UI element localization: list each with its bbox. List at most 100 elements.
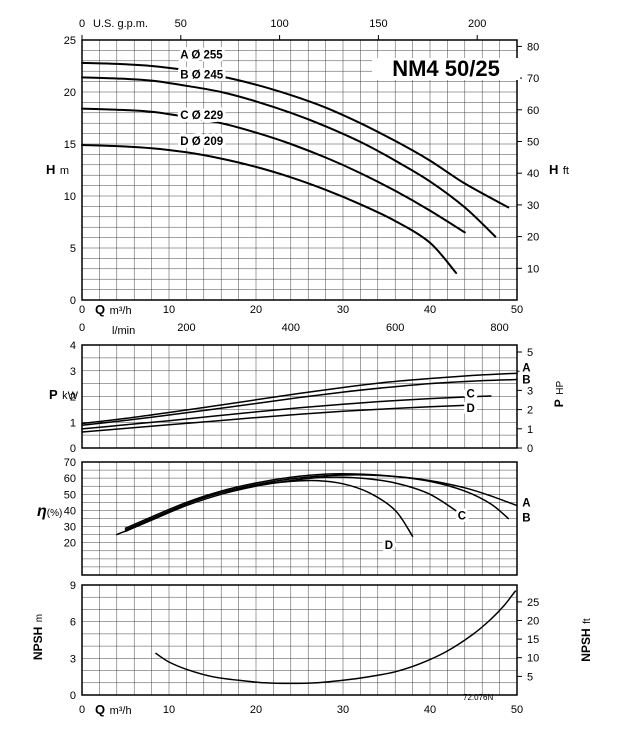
gpm-tick-label: 50 [175, 18, 187, 30]
y-tick-label: 50 [64, 489, 76, 501]
m3h-tick-label: 20 [250, 304, 262, 316]
y2-tick-label: 1 [527, 424, 533, 436]
curve-label-B: B [522, 375, 530, 387]
y2-tick-label: 5 [527, 671, 533, 683]
y-tick-label: 6 [70, 617, 76, 629]
curve-D [81, 144, 458, 274]
power-hp-unit: HP [555, 380, 566, 395]
lmin-tick-label: 0 [79, 322, 85, 334]
curve-label-B: B [522, 513, 530, 525]
gpm-tick-label: 150 [369, 18, 387, 30]
npsh-m-axis-label: NPSH m [30, 602, 46, 672]
head-ft-symbol: H [549, 162, 559, 177]
y-tick-label: 4 [70, 340, 76, 352]
lmin-tick-label: 600 [386, 322, 404, 334]
y-tick-label: 70 [64, 457, 76, 469]
bottom-m3h-tick-label: 40 [424, 704, 436, 716]
lmin-axis-text: l/min [112, 325, 136, 337]
curve-label-A: A [522, 497, 530, 509]
curve-A [81, 372, 518, 425]
power-hp-axis-label: P HP [551, 362, 567, 426]
lmin-tick-label: 400 [282, 322, 300, 334]
y2-tick-label: 70 [527, 73, 539, 85]
y2-tick-label: 0 [527, 443, 533, 455]
curve-C [81, 395, 492, 430]
m3h-tick-label: 30 [337, 304, 349, 316]
head-m-axis-label: H m [46, 162, 69, 178]
curve-A [81, 61, 510, 209]
plot-border [81, 584, 518, 696]
lmin-tick-label: 200 [177, 322, 195, 334]
flow-symbol: Q [95, 302, 106, 317]
y2-tick-label: 60 [527, 105, 539, 117]
m3h-tick-label: 50 [511, 304, 523, 316]
y-tick-label: 20 [64, 538, 76, 550]
y-tick-label: 10 [64, 191, 76, 203]
y2-tick-label: 3 [527, 385, 533, 397]
curve-D [81, 404, 475, 433]
y2-tick-label: 20 [527, 616, 539, 628]
lmin-axis-label: l/min [112, 322, 135, 338]
y2-tick-label: 25 [527, 597, 539, 609]
y-tick-label: 0 [70, 690, 76, 702]
plot-border [81, 344, 518, 449]
head-ft-axis-label: H ft [549, 162, 569, 178]
power-symbol: P [49, 387, 58, 402]
curve-C [124, 476, 466, 533]
y-tick-label: 5 [70, 243, 76, 255]
head-symbol: H [46, 162, 56, 177]
y-tick-label: 1 [70, 417, 76, 429]
npsh-ft-symbol: NPSH [579, 628, 593, 662]
y-tick-label: 9 [70, 580, 76, 592]
curve-label-D: D Ø 209 [180, 136, 223, 148]
y-tick-label: 0 [70, 443, 76, 455]
chart-power-flow: 0 1 2 3 4 0 1 2 3 4 5 AB CD [70, 340, 534, 455]
power-kw-axis-label: P kW [49, 387, 78, 403]
y-tick-label: 40 [64, 505, 76, 517]
flow-bottom-symbol: Q [95, 702, 106, 717]
npsh-ft-unit: ft [582, 618, 593, 624]
bottom-m3h-tick-label: 0 [79, 704, 85, 716]
curve-label-D: D [385, 540, 393, 552]
plot-border [81, 39, 518, 301]
curve-D [116, 479, 414, 538]
y2-tick-label: 10 [527, 653, 539, 665]
chart-efficiency-flow: 20 30 40 50 60 70 AB C D [64, 457, 534, 576]
npsh-symbol: NPSH [31, 626, 45, 661]
curve-label-A: A [522, 363, 530, 375]
y2-tick-label: 10 [527, 263, 539, 275]
y-tick-label: 0 [70, 295, 76, 307]
flow-bottom-unit: m³/h [109, 705, 132, 717]
curve-label-C: C [467, 388, 475, 400]
curve-label-C: C Ø 229 [180, 110, 223, 122]
y2-tick-label: 4 [527, 366, 533, 378]
curve-label-B: B Ø 245 [180, 70, 223, 82]
y-tick-label: 30 [64, 522, 76, 534]
gpm-tick-label: 200 [468, 18, 486, 30]
bottom-m3h-tick-label: 20 [250, 704, 262, 716]
y2-tick-label: 15 [527, 634, 539, 646]
power-hp-symbol: P [552, 399, 566, 408]
eta-unit: (%) [46, 508, 63, 519]
flow-axis-label-top-chart: Q m³/h [95, 302, 132, 318]
curve-NPSH [155, 590, 517, 685]
y-tick-label: 20 [64, 87, 76, 99]
flow-axis-label-bottom-chart: Q m³/h [95, 702, 132, 718]
bottom-m3h-tick-label: 30 [337, 704, 349, 716]
gpm-tick-label: 100 [270, 18, 288, 30]
gpm-tick-label: 0 [79, 18, 85, 30]
y-tick-label: 15 [64, 139, 76, 151]
y2-tick-label: 5 [527, 347, 533, 359]
npsh-ft-axis-label: NPSH ft [578, 605, 594, 675]
flow-unit: m³/h [109, 305, 132, 317]
y2-tick-label: 2 [527, 405, 533, 417]
y2-tick-label: 30 [527, 200, 539, 212]
npsh-m-unit: m [34, 613, 45, 623]
curve-B [124, 473, 510, 529]
m3h-tick-label: 0 [79, 304, 85, 316]
m3h-tick-label: 10 [163, 304, 175, 316]
curve-label-D: D [467, 403, 475, 415]
